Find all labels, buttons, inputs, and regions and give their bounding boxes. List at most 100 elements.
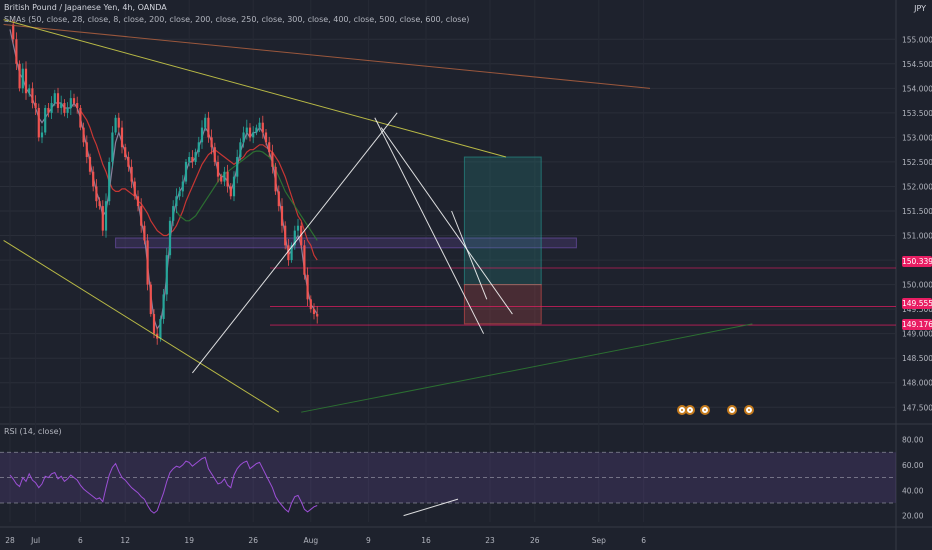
candle-body	[120, 127, 124, 148]
candle-body	[165, 255, 168, 295]
candle-body	[239, 142, 242, 158]
candle-body	[245, 127, 248, 133]
candle-body	[34, 103, 37, 108]
candle-body	[18, 63, 21, 89]
price-tick-label: 153.500	[902, 109, 932, 118]
candle-body	[204, 117, 207, 128]
candle-body	[37, 107, 40, 138]
candle-body	[149, 284, 152, 315]
candle-body	[114, 117, 117, 133]
candle-body	[210, 137, 213, 148]
economic-event-icon[interactable]	[727, 405, 737, 415]
moving-average-line	[79, 110, 318, 261]
candle-body	[264, 132, 268, 143]
candle-body	[277, 191, 280, 207]
candle-body	[47, 107, 50, 113]
candle-body	[312, 309, 316, 315]
price-tag-149555: 149.555	[902, 298, 932, 309]
candle-body	[85, 142, 88, 158]
economic-event-icon[interactable]	[744, 405, 754, 415]
price-tick-label: 151.500	[902, 207, 932, 216]
economic-event-icon[interactable]	[685, 405, 695, 415]
trendline	[3, 19, 507, 158]
sma-indicator-label: SMAs (50, close, 28, close, 8, close, 20…	[4, 15, 470, 24]
trendline	[192, 112, 398, 374]
rsi-indicator-label: RSI (14, close)	[4, 427, 62, 436]
candle-body	[226, 171, 229, 187]
candle-body	[252, 132, 255, 138]
candle-body	[232, 176, 236, 197]
price-tick-label: 151.000	[902, 232, 932, 241]
candle-body	[72, 98, 76, 104]
price-tick-label: 148.000	[902, 379, 932, 388]
candle-body	[306, 274, 309, 300]
candle-body	[207, 117, 210, 138]
candle-body	[95, 186, 98, 202]
time-tick-label: 9	[366, 536, 371, 545]
candle-body	[303, 245, 306, 275]
moving-average-line	[175, 150, 318, 241]
candle-body	[143, 225, 146, 241]
candle-body	[284, 225, 287, 246]
candle-body	[274, 166, 277, 192]
candle-body	[146, 240, 149, 285]
currency-label: JPY	[914, 4, 926, 13]
candle-body	[280, 206, 284, 226]
candle-body	[316, 314, 319, 317]
candle-body	[88, 157, 92, 172]
candle-body	[287, 245, 290, 261]
candle-body	[220, 176, 223, 182]
candle-body	[130, 166, 133, 182]
candle-body	[309, 299, 312, 310]
candle-body	[127, 157, 130, 167]
candle-body	[79, 107, 82, 128]
rsi-tick-label: 20.00	[902, 512, 924, 521]
time-tick-label: 6	[78, 536, 83, 545]
price-tick-label: 152.500	[902, 158, 932, 167]
candle-body	[152, 314, 156, 334]
trendline	[374, 117, 485, 334]
candle-body	[296, 225, 300, 231]
candle-body	[140, 206, 143, 226]
candle-body	[194, 152, 197, 162]
candle-body	[258, 122, 261, 128]
candle-body	[290, 245, 293, 261]
price-tag-150339: 150.339	[902, 256, 932, 267]
time-tick-label: 28	[5, 536, 15, 545]
price-tag-149176: 149.176	[902, 319, 932, 330]
price-zone	[463, 156, 542, 286]
time-tick-label: 26	[530, 536, 540, 545]
candle-body	[248, 127, 252, 138]
rsi-tick-label: 80.00	[902, 436, 924, 445]
candle-body	[98, 201, 101, 207]
price-tick-label: 149.500	[902, 305, 932, 314]
candle-body	[184, 161, 188, 182]
candle-body	[178, 191, 181, 197]
economic-event-icon[interactable]	[700, 405, 710, 415]
candle-body	[56, 93, 60, 108]
trendline	[451, 210, 488, 300]
chart-title: British Pound / Japanese Yen, 4h, OANDA	[4, 3, 167, 12]
candle-body	[21, 68, 24, 89]
time-tick-label: 23	[485, 536, 495, 545]
price-tick-label: 152.000	[902, 182, 932, 191]
candle-body	[12, 24, 15, 40]
candle-body	[28, 88, 31, 94]
price-tick-label: 147.500	[902, 403, 932, 412]
candle-body	[66, 107, 69, 113]
price-zone	[463, 284, 542, 325]
candle-body	[69, 98, 72, 108]
candle-body	[133, 181, 136, 197]
time-tick-label: Jul	[30, 536, 40, 545]
time-tick-label: 12	[120, 536, 130, 545]
time-tick-label: Aug	[303, 536, 318, 545]
candle-body	[92, 171, 95, 187]
candle-body	[242, 132, 245, 143]
candle-body	[40, 132, 44, 138]
candle-body	[236, 157, 239, 177]
candle-body	[111, 132, 114, 162]
candle-body	[60, 103, 63, 108]
candle-body	[108, 161, 111, 202]
time-tick-label: 19	[184, 536, 194, 545]
